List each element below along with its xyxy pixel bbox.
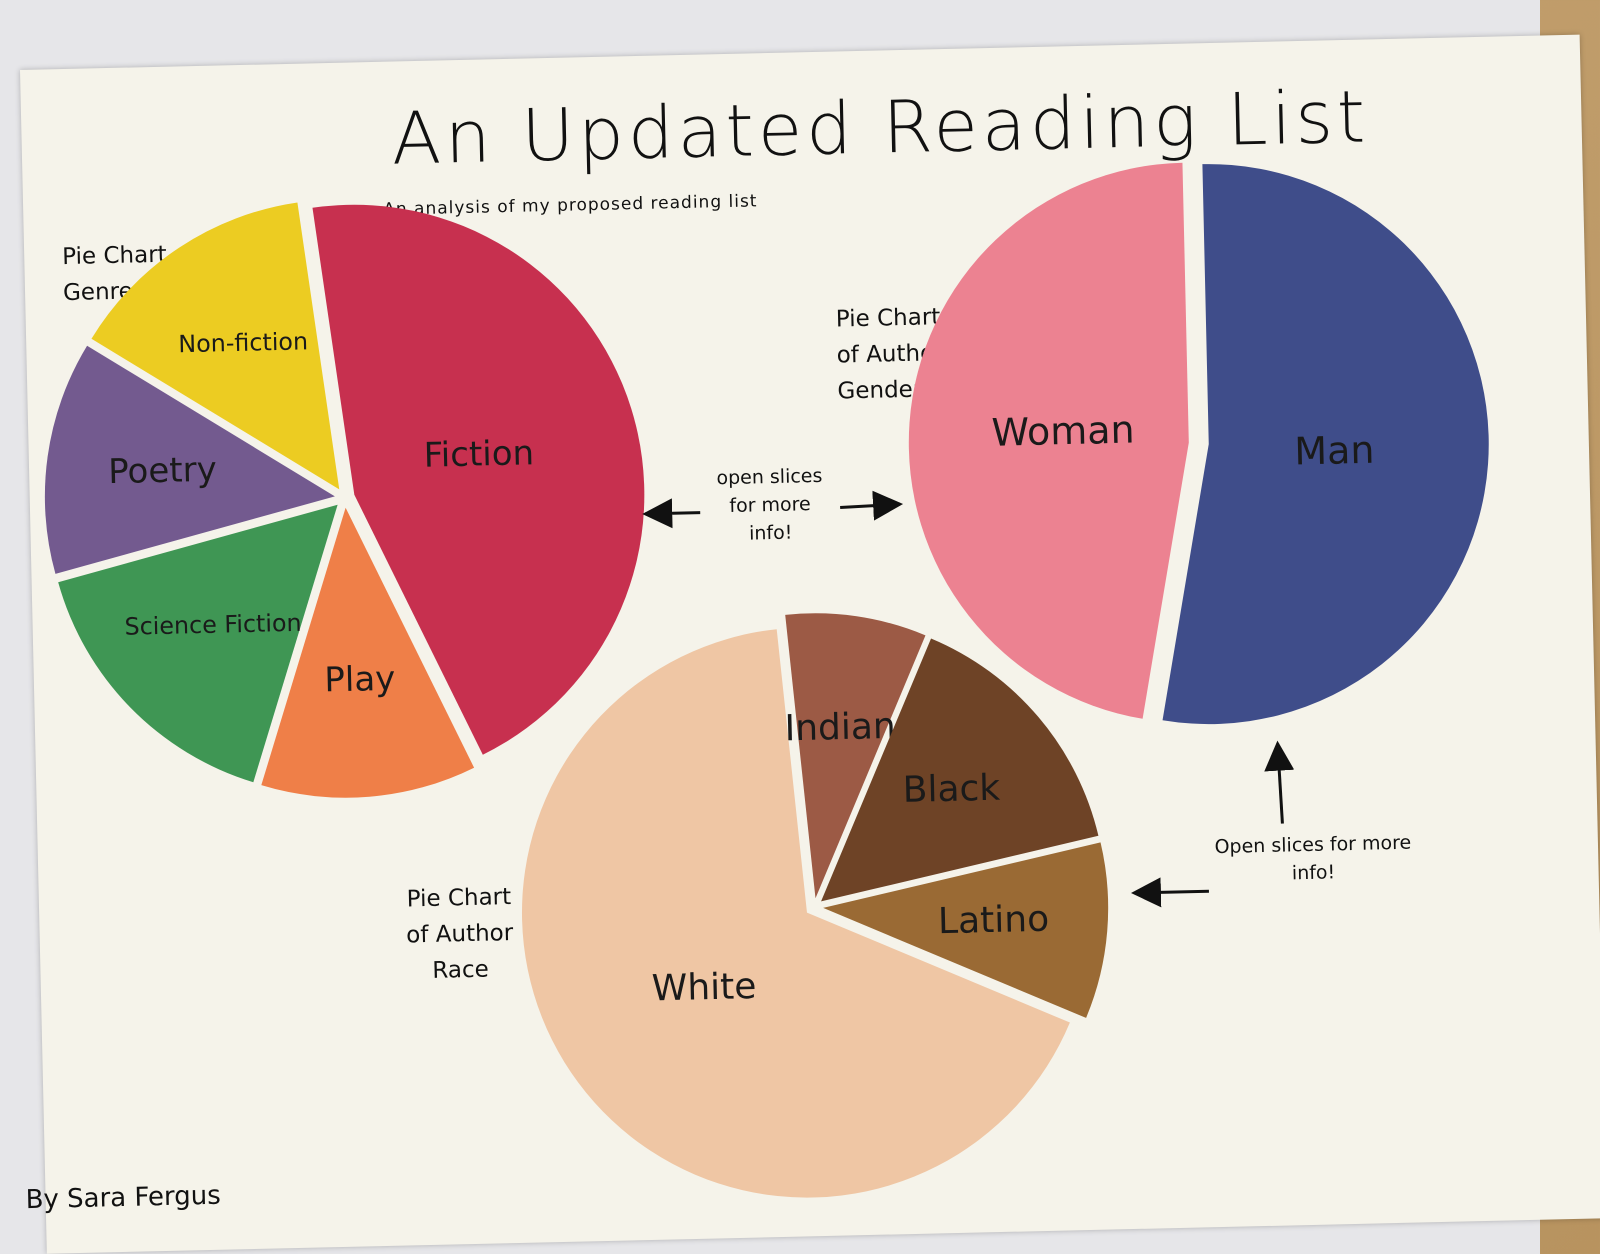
slice-label-science-fiction: Science Fiction (124, 609, 302, 641)
slice-label-latino: Latino (938, 899, 1050, 943)
slice-label-poetry: Poetry (108, 450, 217, 492)
slice-label-fiction: Fiction (423, 433, 534, 475)
arrow-left-2 (1130, 877, 1209, 908)
pie-slice-poetry[interactable] (41, 340, 336, 574)
pie-slice-fiction[interactable] (312, 198, 650, 758)
slice-label-indian: Indian (784, 706, 896, 750)
slice-label-non-fiction: Non-fiction (178, 327, 308, 358)
slice-label-woman: Woman (991, 408, 1135, 455)
pie-slice-man[interactable] (1150, 158, 1495, 725)
poster-board: An Updated Reading List An analysis of m… (20, 34, 1600, 1254)
arrow-up (1264, 740, 1295, 824)
pie-slice-play[interactable] (255, 505, 475, 800)
genre-pie-chart: Fiction Play Science Fiction Poetry Non-fict… (41, 198, 650, 800)
pie-slice-science-fiction[interactable] (57, 504, 344, 787)
arrow-right (840, 490, 904, 521)
arrow-left (642, 498, 701, 529)
gender-pie-chart: Man Woman (903, 158, 1495, 725)
slice-label-black: Black (902, 768, 1000, 811)
pie-slice-white[interactable] (516, 623, 1074, 1204)
pie-slice-latino[interactable] (822, 842, 1111, 1024)
pie-slice-woman[interactable] (903, 162, 1196, 724)
slice-label-white: White (651, 966, 757, 1009)
pie-slice-non-fiction[interactable] (88, 202, 340, 495)
pie-slice-black[interactable] (815, 635, 1100, 902)
slice-label-man: Man (1294, 428, 1375, 474)
slice-label-play: Play (324, 659, 396, 701)
pie-slice-indian[interactable] (785, 611, 931, 899)
